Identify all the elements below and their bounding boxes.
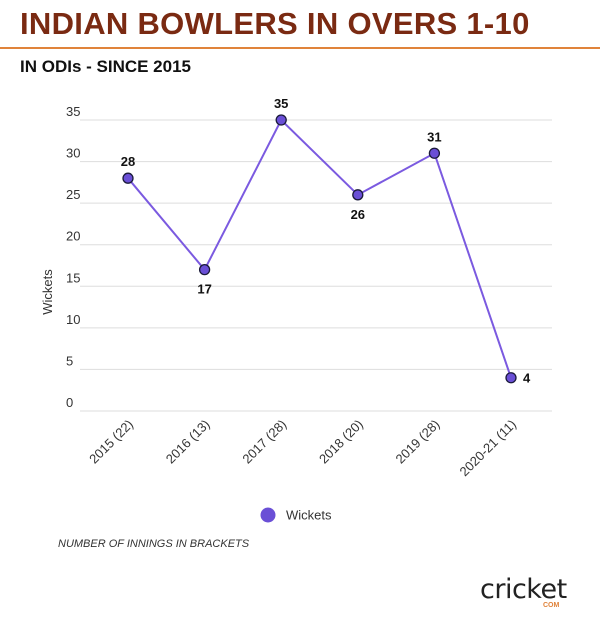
y-axis-ticks: 0 5 10 15 20 25 30 35: [66, 104, 80, 410]
chart-subtitle: IN ODIs - SINCE 2015: [20, 57, 192, 76]
y-tick-label: 25: [66, 187, 80, 202]
y-tick-label: 0: [66, 395, 73, 410]
legend-marker: [260, 507, 276, 523]
data-point: [428, 147, 441, 159]
gridlines: [80, 119, 552, 412]
innings-note: NUMBER OF INNINGS IN BRACKETS: [58, 538, 250, 550]
legend: Wickets: [260, 507, 332, 523]
y-tick-label: 30: [66, 146, 80, 161]
chart-title: INDIAN BOWLERS IN OVERS 1-10: [20, 6, 530, 41]
x-tick-label: 2016 (13): [163, 417, 213, 467]
cricket-com-logo: cricket COM: [480, 574, 567, 609]
y-axis-label: Wickets: [40, 269, 55, 315]
data-label: 17: [197, 282, 211, 297]
data-point: [505, 372, 517, 384]
x-tick-label: 2019 (28): [393, 417, 443, 467]
data-point: [198, 264, 211, 276]
logo-suffix: COM: [543, 602, 560, 609]
legend-label-wickets: Wickets: [286, 508, 332, 523]
data-label: 31: [427, 129, 441, 144]
data-label: 35: [274, 96, 288, 111]
title-divider: [0, 47, 600, 49]
series-line-wickets: [127, 118, 512, 379]
x-axis-ticks: 2015 (22) 2016 (13) 2017 (28) 2018 (20) 2019…: [86, 417, 519, 480]
y-tick-label: 20: [66, 229, 80, 244]
data-label: 4: [523, 371, 531, 386]
data-point: [275, 114, 287, 126]
data-points: [122, 114, 517, 384]
x-tick-label: 2015 (22): [86, 417, 136, 467]
y-tick-label: 10: [66, 312, 80, 327]
data-point: [352, 189, 364, 201]
x-tick-label: 2018 (20): [316, 417, 366, 467]
y-tick-label: 15: [66, 270, 80, 285]
y-tick-label: 5: [66, 353, 73, 368]
x-tick-label: 2020-21 (11): [457, 417, 520, 480]
data-label: 26: [351, 207, 365, 222]
logo-text: cricket: [480, 574, 567, 605]
data-label: 28: [121, 154, 135, 169]
data-point: [122, 172, 134, 184]
data-labels: 28 17 35 26 31 4: [121, 96, 531, 386]
x-tick-label: 2017 (28): [239, 417, 289, 467]
y-tick-label: 35: [66, 104, 80, 119]
